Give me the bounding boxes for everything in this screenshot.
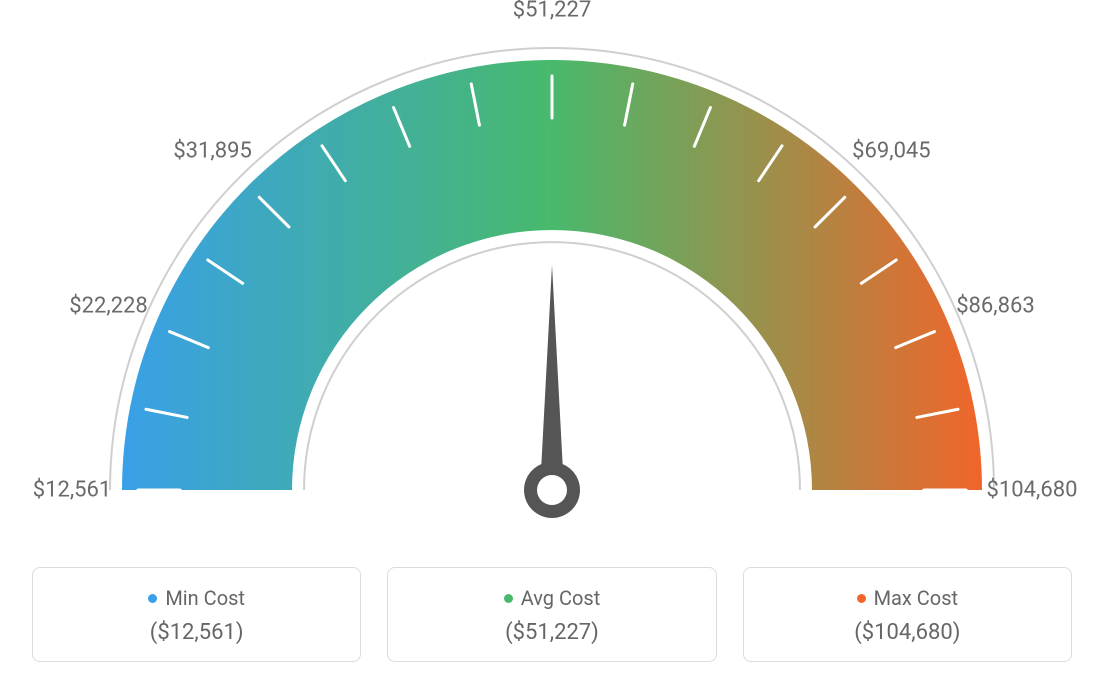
gauge-svg <box>0 0 1104 540</box>
min-cost-label: Min Cost <box>165 586 245 610</box>
max-cost-card: Max Cost ($104,680) <box>743 567 1072 662</box>
avg-cost-value: ($51,227) <box>398 620 705 645</box>
avg-cost-label-row: Avg Cost <box>398 586 705 610</box>
min-dot-icon <box>148 594 157 603</box>
gauge-scale-label: $31,895 <box>173 138 252 163</box>
max-dot-icon <box>857 594 866 603</box>
avg-cost-card: Avg Cost ($51,227) <box>387 567 716 662</box>
gauge-scale-label: $86,863 <box>956 294 1035 319</box>
min-cost-label-row: Min Cost <box>43 586 350 610</box>
gauge-scale-label: $22,228 <box>69 294 148 319</box>
summary-cards: Min Cost ($12,561) Avg Cost ($51,227) Ma… <box>32 567 1072 662</box>
min-cost-value: ($12,561) <box>43 620 350 645</box>
avg-dot-icon <box>504 594 513 603</box>
max-cost-value: ($104,680) <box>754 620 1061 645</box>
gauge-area: $12,561 $22,228 $31,895 $51,227 $69,045 $86,8… <box>0 0 1104 540</box>
gauge-scale-label: $104,680 <box>987 478 1078 503</box>
gauge-chart-widget: $12,561 $22,228 $31,895 $51,227 $69,045 $86,8… <box>0 0 1104 690</box>
min-cost-card: Min Cost ($12,561) <box>32 567 361 662</box>
gauge-scale-label: $69,045 <box>852 138 931 163</box>
max-cost-label: Max Cost <box>874 586 959 610</box>
gauge-scale-label: $51,227 <box>513 0 592 23</box>
gauge-scale-label: $12,561 <box>33 478 112 503</box>
avg-cost-label: Avg Cost <box>521 586 601 610</box>
max-cost-label-row: Max Cost <box>754 586 1061 610</box>
